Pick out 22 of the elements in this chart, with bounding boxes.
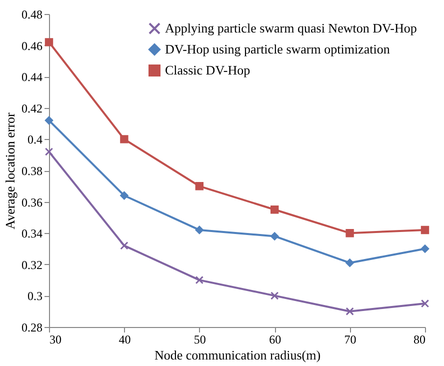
y-tick-label: 0.42 — [22, 101, 42, 116]
x-tick-label: 80 — [414, 332, 426, 346]
x-tick-label: 40 — [118, 332, 131, 346]
legend-label: Applying particle swarm quasi Newton DV-Hop — [165, 20, 417, 36]
legend-label: DV-Hop using particle swarm optimization — [165, 42, 390, 56]
y-tick-label: 0.28 — [22, 320, 42, 334]
x-tick-label: 50 — [194, 332, 206, 346]
x-tick-label: 70 — [344, 332, 356, 346]
y-tick-label: 0.38 — [22, 164, 42, 178]
y-tick-label: 0.34 — [22, 226, 42, 241]
x-tick-label: 60 — [269, 332, 282, 346]
y-tick-label: 0.44 — [22, 70, 42, 84]
y-tick-label: 0.46 — [22, 38, 42, 53]
y-axis-title: Average location error — [2, 112, 18, 230]
y-tick-label: 0.32 — [22, 258, 42, 272]
legend-label: Classic DV-Hop — [165, 62, 250, 78]
x-tick-label: 30 — [50, 332, 62, 346]
x-axis-title: Node communication radius(m) — [154, 348, 321, 362]
y-tick-label: 0.48 — [22, 8, 42, 22]
y-tick-label: 0.36 — [22, 195, 42, 210]
y-tick-label: 0.4 — [28, 132, 42, 147]
y-tick-label: 0.3 — [28, 289, 42, 304]
